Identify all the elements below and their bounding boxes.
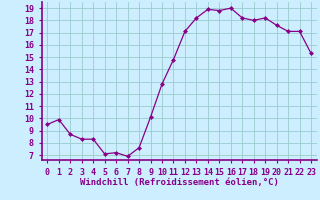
X-axis label: Windchill (Refroidissement éolien,°C): Windchill (Refroidissement éolien,°C): [80, 178, 279, 187]
